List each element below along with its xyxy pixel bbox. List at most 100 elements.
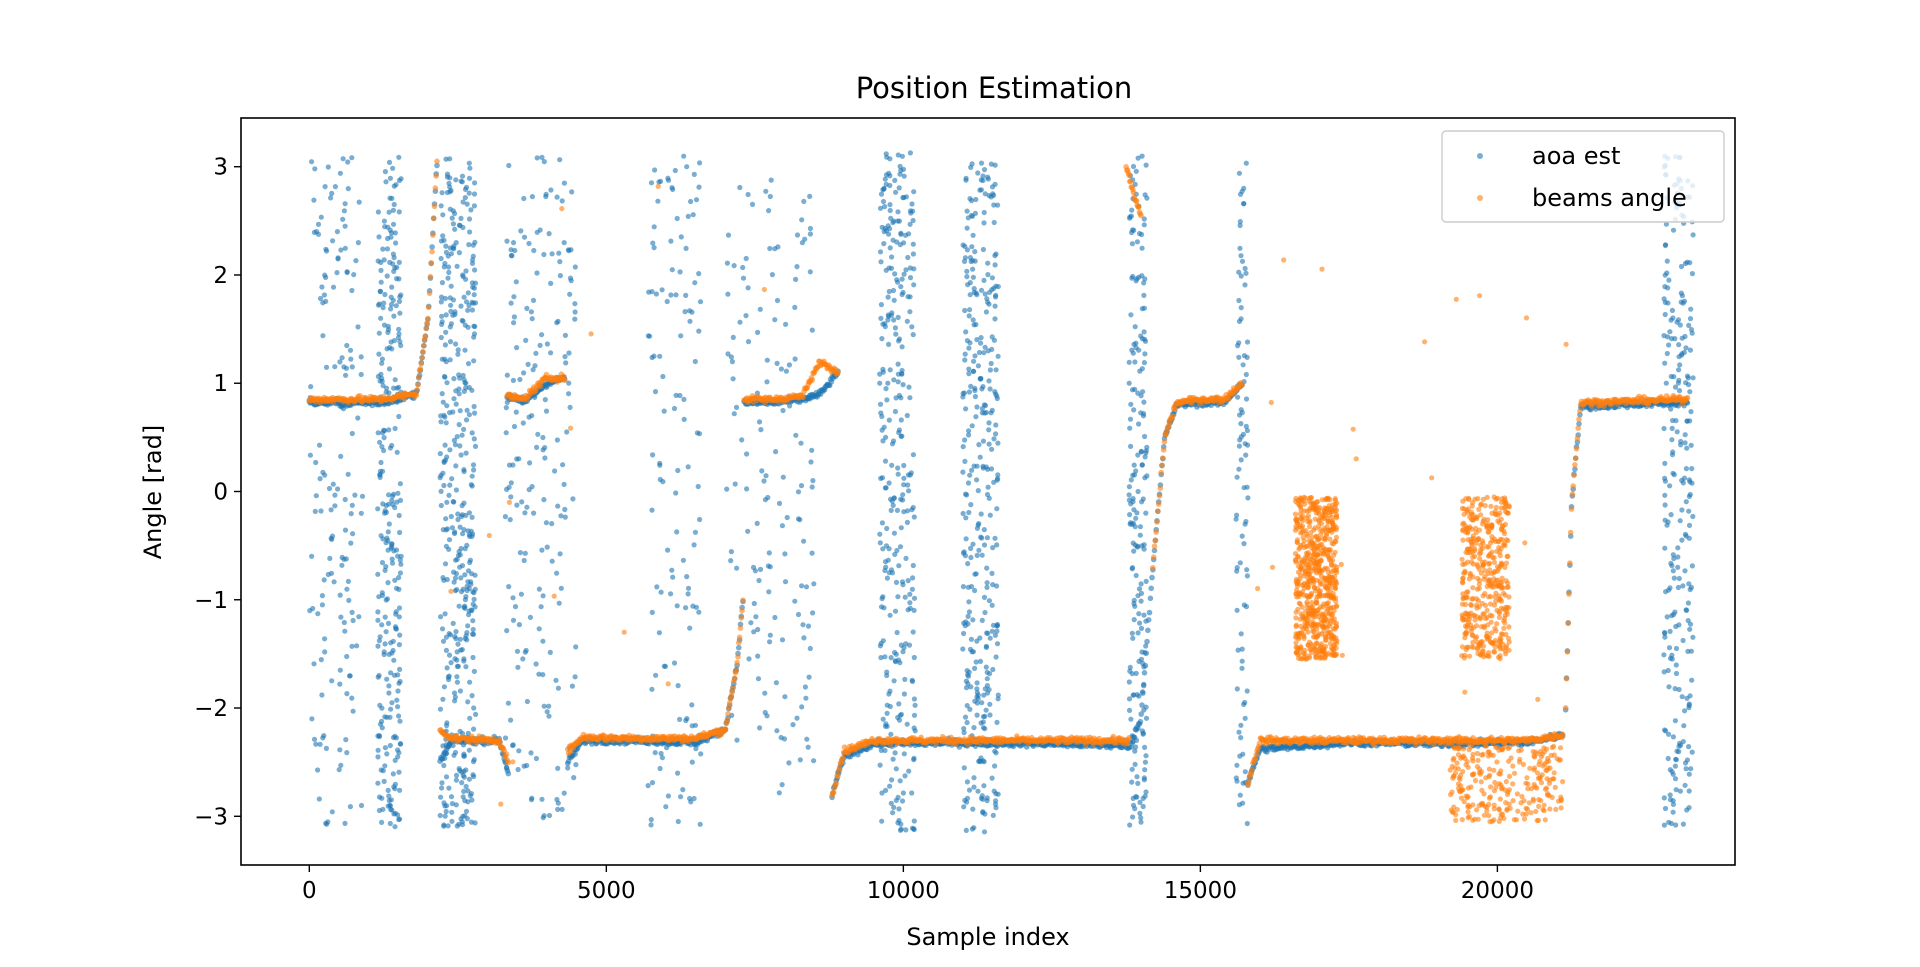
data-point <box>877 249 884 255</box>
data-point <box>467 679 473 685</box>
data-point <box>557 259 563 265</box>
data-point <box>1320 625 1326 631</box>
data-point <box>1308 556 1314 563</box>
data-point <box>1244 573 1250 579</box>
data-point <box>912 728 918 734</box>
data-point <box>442 260 448 267</box>
data-point <box>396 259 402 265</box>
data-point <box>753 614 759 620</box>
data-point <box>1143 578 1149 585</box>
data-point <box>983 664 989 670</box>
data-point <box>911 696 918 702</box>
data-point <box>893 579 900 586</box>
data-point <box>657 178 664 184</box>
data-point <box>1239 665 1245 671</box>
data-point <box>1323 585 1329 591</box>
data-point <box>464 630 470 636</box>
data-point <box>338 453 344 459</box>
data-point <box>569 683 576 689</box>
data-point <box>513 279 519 285</box>
data-point <box>465 623 471 629</box>
data-point <box>1143 510 1149 516</box>
data-point <box>461 377 467 383</box>
data-point <box>349 502 355 508</box>
data-point <box>1662 634 1668 640</box>
data-point <box>1126 679 1132 685</box>
data-point <box>1324 625 1330 631</box>
data-point <box>905 482 911 488</box>
data-point <box>536 626 542 632</box>
data-point <box>980 384 986 390</box>
data-point <box>1141 216 1147 222</box>
data-point <box>319 692 325 698</box>
data-point <box>1666 684 1672 690</box>
data-point <box>967 472 973 478</box>
data-point <box>443 249 449 255</box>
data-point <box>1666 645 1673 651</box>
data-point <box>898 826 904 832</box>
data-point <box>1667 628 1673 635</box>
data-point <box>961 258 968 264</box>
data-point <box>1136 586 1143 592</box>
data-point <box>743 313 749 319</box>
data-point <box>1686 744 1692 750</box>
data-point <box>455 663 461 669</box>
data-point <box>975 363 982 369</box>
data-point <box>470 253 476 259</box>
data-point <box>524 504 530 510</box>
data-point <box>969 649 975 655</box>
data-point <box>438 502 444 509</box>
data-point <box>542 397 548 403</box>
data-point <box>734 737 740 743</box>
data-point <box>763 188 769 194</box>
data-point <box>757 566 764 573</box>
data-point <box>978 335 984 341</box>
data-point <box>883 386 889 392</box>
data-point <box>382 614 388 620</box>
data-point <box>453 341 459 347</box>
data-point <box>383 509 389 515</box>
data-point <box>688 198 694 205</box>
data-point <box>993 654 999 660</box>
data-point <box>1683 533 1689 539</box>
data-point <box>1667 483 1673 489</box>
data-point <box>397 529 403 536</box>
data-point <box>905 254 911 261</box>
data-point <box>1310 622 1316 628</box>
data-point <box>453 463 459 469</box>
data-point <box>661 408 667 414</box>
data-point <box>449 476 455 482</box>
data-point <box>885 223 891 229</box>
data-point <box>993 391 999 397</box>
data-point <box>446 492 452 498</box>
data-point <box>1294 579 1301 586</box>
data-point <box>962 357 968 363</box>
data-point <box>1326 629 1332 635</box>
data-point <box>981 220 987 226</box>
data-point <box>376 234 382 240</box>
data-point <box>1242 769 1248 775</box>
data-point <box>1688 409 1694 415</box>
data-point <box>392 425 398 432</box>
data-point <box>895 465 901 471</box>
data-point <box>877 531 883 537</box>
data-point <box>1662 360 1668 366</box>
data-point <box>986 598 993 604</box>
data-point <box>1243 452 1249 458</box>
data-point <box>342 223 348 229</box>
data-point <box>573 762 579 768</box>
data-point <box>386 651 392 658</box>
data-point <box>661 663 667 669</box>
data-point <box>449 809 455 815</box>
data-point <box>992 535 998 541</box>
data-point <box>758 427 764 433</box>
data-point <box>974 686 980 692</box>
data-point <box>549 251 555 257</box>
data-point <box>1665 519 1671 525</box>
data-point <box>444 526 450 532</box>
data-point <box>463 184 470 190</box>
data-point <box>985 272 991 278</box>
data-point <box>444 499 450 505</box>
data-point <box>1293 523 1299 530</box>
